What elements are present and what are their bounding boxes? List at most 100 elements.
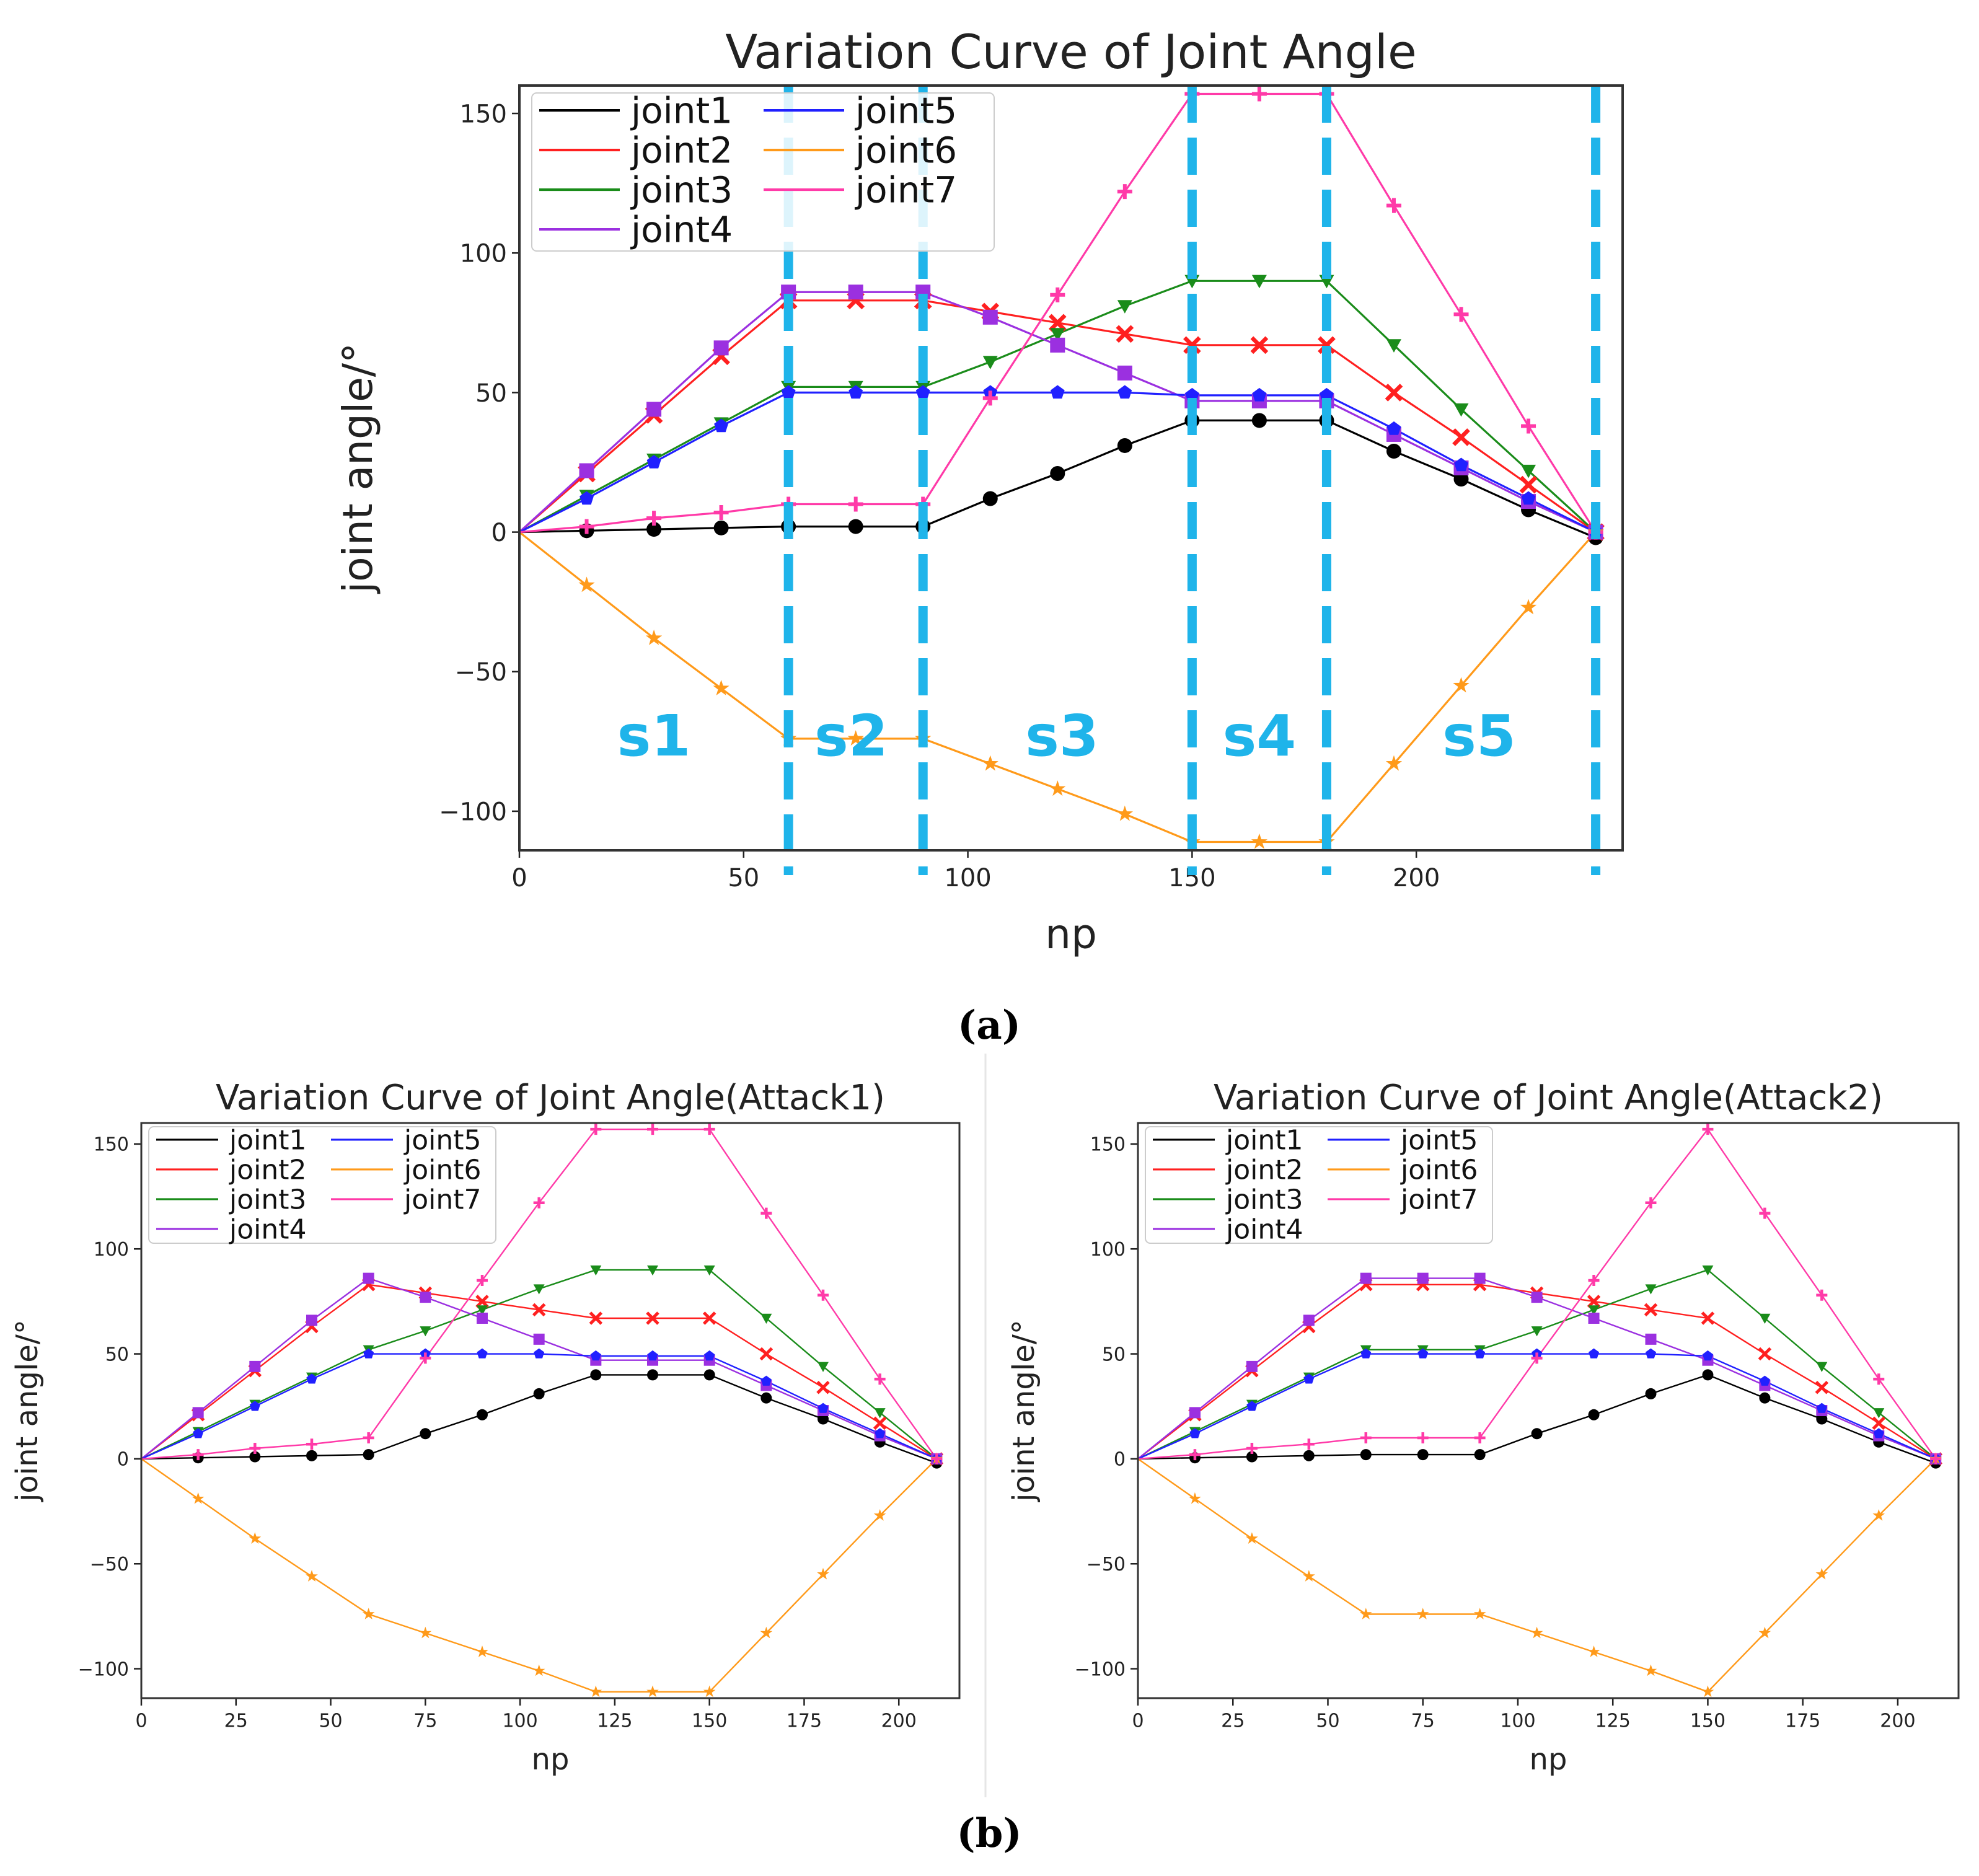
- data-point-joint6: [713, 680, 729, 695]
- axes-frame: [140, 1122, 961, 1699]
- data-point-joint1: [1303, 1450, 1315, 1461]
- data-point-joint5: [1521, 491, 1536, 505]
- data-point-joint4: [249, 1360, 261, 1372]
- x-tick-label: 100: [502, 1711, 537, 1732]
- data-point-joint2: [759, 1347, 774, 1361]
- y-tick-label: 50: [1102, 1344, 1126, 1365]
- data-point-joint4: [982, 309, 998, 325]
- data-point-joint5: [1117, 385, 1132, 399]
- data-point-joint7: [249, 1442, 261, 1454]
- segment-label: s1: [617, 703, 691, 769]
- x-axis-label: np: [1045, 910, 1097, 958]
- data-point-joint3: [420, 1326, 431, 1337]
- axes-frame: [518, 84, 1624, 852]
- data-point-joint1: [713, 520, 729, 535]
- legend-label-joint2: joint2: [630, 129, 733, 171]
- data-point-joint5: [848, 385, 863, 399]
- data-point-joint1: [1117, 438, 1132, 453]
- data-point-joint5: [760, 1375, 772, 1386]
- data-point-joint2: [646, 1311, 659, 1325]
- data-point-joint1: [760, 1392, 772, 1404]
- data-point-joint7: [420, 1352, 431, 1364]
- data-point-joint1: [363, 1449, 374, 1461]
- data-point-joint3: [1588, 1305, 1600, 1316]
- y-tick-label: −100: [78, 1658, 129, 1680]
- data-point-joint3: [1453, 403, 1469, 417]
- segment-label: s2: [814, 703, 888, 769]
- data-point-joint2: [1872, 1416, 1886, 1430]
- data-point-joint7: [1702, 1124, 1714, 1135]
- data-point-joint1: [1417, 1449, 1429, 1461]
- data-point-joint7: [1645, 1197, 1657, 1209]
- data-point-joint6: [249, 1532, 262, 1544]
- data-point-joint6: [1416, 1608, 1429, 1619]
- y-tick-label: −100: [439, 798, 507, 826]
- legend-label-joint7: joint7: [854, 169, 957, 211]
- data-point-joint6: [703, 1685, 716, 1698]
- data-point-joint6: [1473, 1608, 1486, 1619]
- data-point-joint7: [192, 1449, 204, 1461]
- data-point-joint2: [1116, 325, 1134, 343]
- data-point-joint1: [1759, 1392, 1771, 1404]
- data-point-joint7: [363, 1432, 374, 1444]
- data-point-joint5: [1050, 385, 1065, 399]
- data-point-joint1: [1246, 1451, 1258, 1463]
- data-point-joint1: [306, 1450, 317, 1461]
- data-point-joint4: [1645, 1333, 1657, 1345]
- x-tick-label: 0: [511, 864, 527, 892]
- data-point-joint7: [1117, 184, 1132, 200]
- data-point-joint7: [647, 1124, 658, 1135]
- data-point-joint6: [476, 1645, 488, 1657]
- x-tick-label: 100: [944, 864, 991, 892]
- data-point-joint5: [1189, 1428, 1201, 1438]
- legend-label-joint4: joint4: [630, 208, 733, 250]
- data-point-joint6: [1116, 805, 1133, 821]
- data-point-joint5: [1645, 1348, 1657, 1359]
- data-point-joint6: [306, 1570, 318, 1582]
- data-point-joint7: [1050, 287, 1065, 302]
- data-point-joint6: [1385, 755, 1403, 771]
- data-point-joint1: [982, 491, 998, 506]
- y-tick-label: 0: [117, 1449, 129, 1471]
- data-point-joint5: [1360, 1348, 1372, 1359]
- data-point-joint5: [1474, 1348, 1486, 1359]
- data-point-joint5: [1303, 1373, 1315, 1384]
- data-point-joint7: [931, 1453, 943, 1464]
- data-point-joint4: [646, 402, 662, 417]
- data-point-joint4: [848, 284, 863, 300]
- data-point-joint5: [580, 491, 594, 505]
- data-point-joint7: [1531, 1352, 1543, 1364]
- legend-label-joint3: joint3: [229, 1184, 307, 1215]
- y-tick-label: 100: [1090, 1239, 1126, 1261]
- data-point-joint1: [848, 519, 863, 534]
- data-point-joint2: [1519, 475, 1538, 494]
- data-point-joint3: [1531, 1326, 1543, 1337]
- data-point-joint3: [1521, 464, 1536, 478]
- x-axis-label: np: [1530, 1742, 1567, 1777]
- data-point-joint3: [703, 1265, 715, 1276]
- data-point-joint7: [533, 1197, 545, 1209]
- segment-label: s4: [1223, 703, 1297, 769]
- data-point-joint4: [1246, 1360, 1258, 1372]
- data-point-joint3: [1050, 328, 1065, 341]
- y-tick-label: 100: [460, 240, 507, 268]
- data-point-joint2: [1318, 336, 1336, 355]
- data-point-joint5: [590, 1350, 601, 1361]
- data-point-joint5: [646, 455, 661, 469]
- data-point-joint3: [1759, 1313, 1771, 1324]
- data-point-joint5: [818, 1403, 829, 1413]
- data-point-joint1: [1702, 1369, 1714, 1381]
- data-point-joint1: [477, 1409, 488, 1420]
- data-point-joint1: [1816, 1413, 1828, 1425]
- data-point-joint2: [1250, 336, 1269, 355]
- data-point-joint5: [306, 1373, 317, 1384]
- legend-label-joint6: joint6: [854, 129, 957, 171]
- legend-label-joint1: joint1: [630, 89, 733, 131]
- data-point-joint6: [646, 1685, 659, 1698]
- data-point-joint1: [249, 1451, 261, 1463]
- data-point-joint5: [1816, 1403, 1827, 1413]
- data-point-joint2: [1183, 336, 1201, 355]
- data-point-joint2: [532, 1303, 546, 1317]
- data-point-joint6: [1246, 1532, 1258, 1544]
- data-point-joint3: [1117, 300, 1132, 314]
